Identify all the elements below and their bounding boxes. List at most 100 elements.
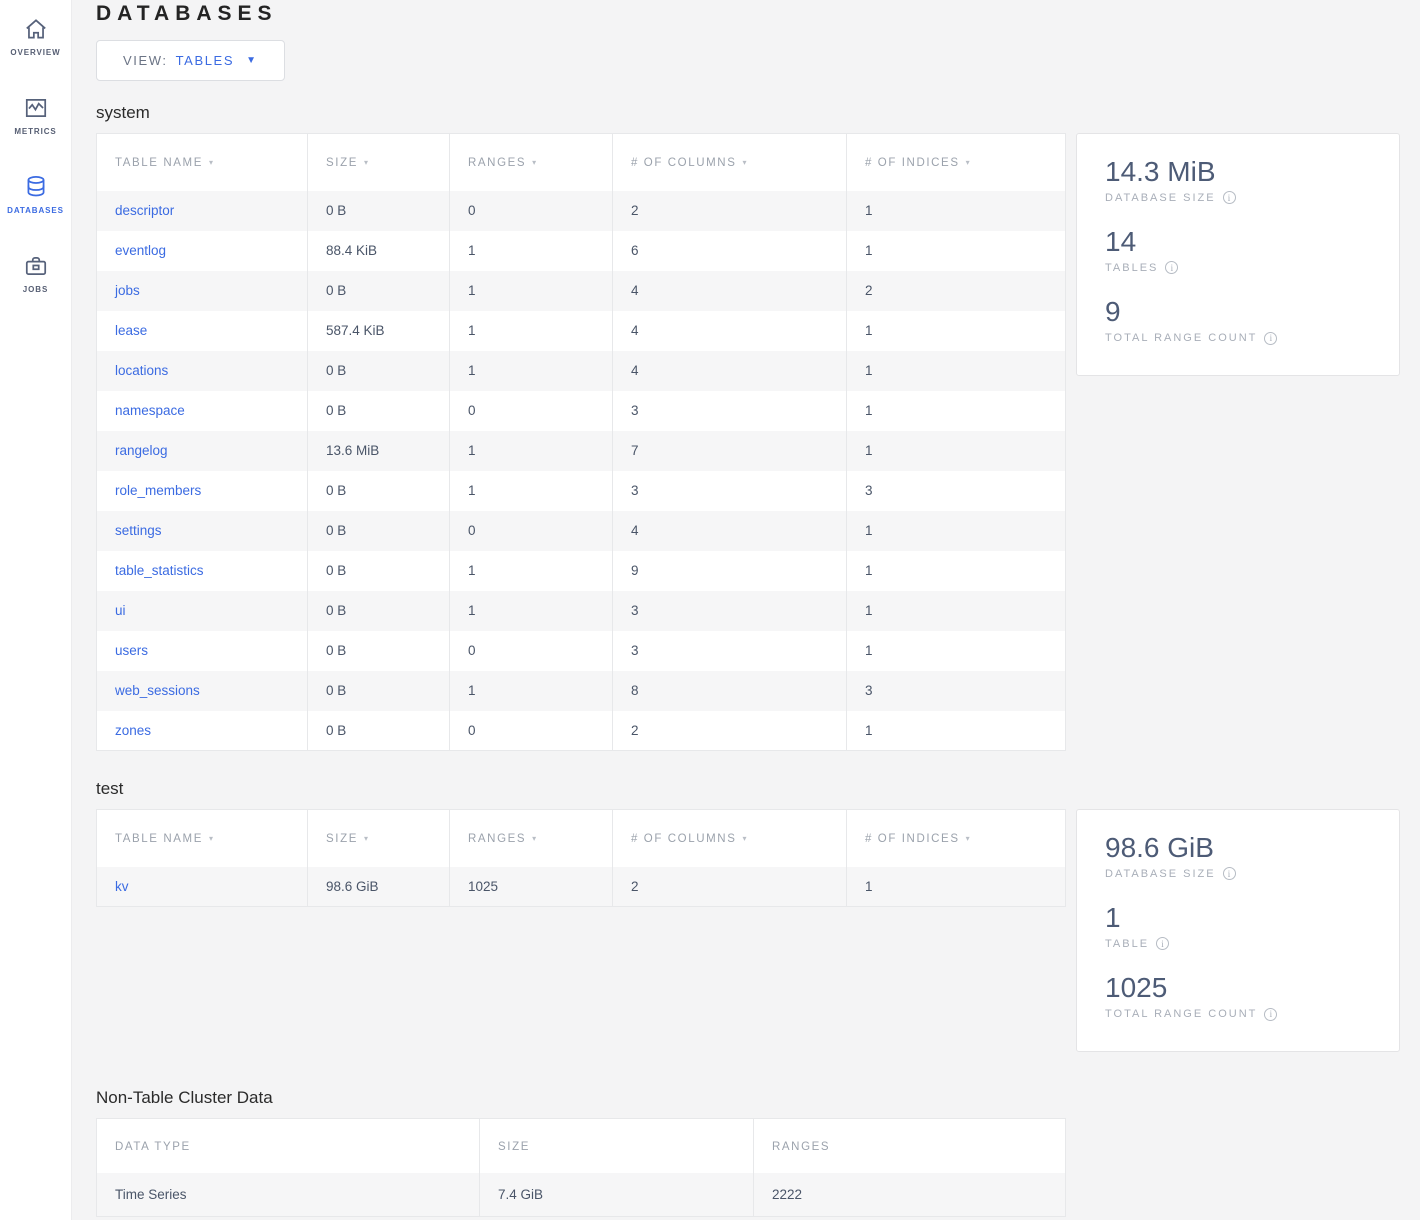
home-icon bbox=[23, 16, 49, 42]
table-row: zones 0 B 0 2 1 bbox=[96, 710, 1066, 751]
cell-value: 0 bbox=[468, 643, 476, 658]
sort-caret-icon: ▾ bbox=[363, 834, 368, 844]
cell-value: 4 bbox=[631, 363, 639, 378]
info-icon[interactable]: i bbox=[1156, 937, 1170, 951]
table-cell: 1 bbox=[846, 430, 1066, 471]
table-name-link[interactable]: jobs bbox=[115, 283, 140, 298]
page-title: DATABASES bbox=[96, 2, 278, 25]
cell-value: 6 bbox=[631, 243, 639, 258]
column-header-table-name[interactable]: TABLE NAME ▾ bbox=[97, 134, 308, 191]
table-cell: 1 bbox=[449, 550, 613, 591]
cell-value: 1 bbox=[865, 363, 873, 378]
cell-value: 1 bbox=[865, 603, 873, 618]
cell-value: 2 bbox=[631, 878, 639, 894]
database-heading-system: system bbox=[96, 103, 150, 122]
table-row: web_sessions 0 B 1 8 3 bbox=[96, 670, 1066, 711]
table-name-link[interactable]: kv bbox=[115, 878, 129, 894]
table-name-link[interactable]: eventlog bbox=[115, 243, 167, 258]
table-row: table_statistics 0 B 1 9 1 bbox=[96, 550, 1066, 591]
column-header-ranges[interactable]: RANGES ▾ bbox=[449, 133, 613, 191]
table-name-link[interactable]: settings bbox=[115, 523, 162, 538]
table-row: locations 0 B 1 4 1 bbox=[96, 350, 1066, 391]
table-name-link[interactable]: role_members bbox=[115, 483, 202, 498]
view-selector-value: TABLES bbox=[175, 53, 235, 68]
column-header-label: SIZE bbox=[326, 833, 358, 846]
cell-value: 1 bbox=[468, 683, 476, 698]
sidebar-item-overview[interactable]: OVERVIEW bbox=[0, 10, 72, 57]
column-header-of-columns[interactable]: # OF COLUMNS ▾ bbox=[612, 809, 847, 867]
cell-value: 1 bbox=[865, 443, 873, 458]
table-name-link[interactable]: table_statistics bbox=[115, 563, 204, 578]
database-summary-card-system: 14.3 MiB DATABASE SIZE i 14 TABLES i 9 T… bbox=[1076, 133, 1400, 376]
stat-value: 98.6 GiB bbox=[1105, 832, 1214, 863]
table-name-link[interactable]: users bbox=[115, 643, 149, 658]
table-cell: 2 bbox=[846, 270, 1066, 311]
main-content: DATABASES VIEW: TABLES ▼ system TABLE NA… bbox=[72, 0, 1420, 1220]
column-header-ranges[interactable]: RANGES ▾ bbox=[449, 809, 613, 867]
table-name-link[interactable]: descriptor bbox=[115, 203, 175, 218]
table-name-link[interactable]: zones bbox=[115, 722, 152, 738]
database-summary-card-test: 98.6 GiB DATABASE SIZE i 1 TABLE i 1025 … bbox=[1076, 809, 1400, 1052]
info-icon[interactable]: i bbox=[1264, 331, 1278, 345]
column-header-size: SIZE bbox=[479, 1118, 754, 1174]
column-header-size[interactable]: SIZE ▾ bbox=[307, 133, 450, 191]
table-row: settings 0 B 0 4 1 bbox=[96, 510, 1066, 551]
table-row: users 0 B 0 3 1 bbox=[96, 630, 1066, 671]
column-header-label: SIZE bbox=[498, 1140, 530, 1153]
chevron-down-icon: ▼ bbox=[246, 55, 258, 66]
info-icon[interactable]: i bbox=[1165, 261, 1179, 275]
view-selector-label: VIEW: bbox=[123, 53, 168, 68]
column-header-label: SIZE bbox=[326, 157, 358, 170]
column-header-of-columns[interactable]: # OF COLUMNS ▾ bbox=[612, 133, 847, 191]
info-icon[interactable]: i bbox=[1264, 1007, 1278, 1021]
table-cell: web_sessions bbox=[97, 671, 308, 711]
table-name-link[interactable]: ui bbox=[115, 603, 126, 618]
cell-value: 0 B bbox=[326, 683, 347, 698]
table-cell: 587.4 KiB bbox=[307, 310, 450, 351]
table-name-link[interactable]: web_sessions bbox=[115, 683, 200, 698]
cell-value: 0 B bbox=[326, 722, 347, 738]
table-cell: settings bbox=[97, 511, 308, 551]
table-name-link[interactable]: rangelog bbox=[115, 443, 168, 458]
cell-value: 2 bbox=[631, 722, 639, 738]
cell-value: 88.4 KiB bbox=[326, 243, 378, 258]
column-header-of-indices[interactable]: # OF INDICES ▾ bbox=[846, 133, 1066, 191]
sidebar-item-jobs[interactable]: JOBS bbox=[0, 247, 72, 294]
table-cell: 7 bbox=[612, 430, 847, 471]
info-icon[interactable]: i bbox=[1222, 191, 1236, 205]
table-cell: 0 bbox=[449, 710, 613, 751]
cell-value: 0 B bbox=[326, 523, 347, 538]
cell-value: 3 bbox=[865, 683, 873, 698]
view-selector-dropdown[interactable]: VIEW: TABLES ▼ bbox=[96, 40, 285, 81]
cell-value: 3 bbox=[865, 483, 873, 498]
cell-value: 1 bbox=[468, 363, 476, 378]
table-name-link[interactable]: lease bbox=[115, 323, 148, 338]
table-cell: 1 bbox=[846, 230, 1066, 271]
sidebar-item-label: METRICS bbox=[14, 127, 57, 136]
table-name-link[interactable]: locations bbox=[115, 363, 169, 378]
column-header-table-name[interactable]: TABLE NAME ▾ bbox=[97, 810, 308, 867]
table-cell: 2 bbox=[612, 190, 847, 231]
cell-value: 0 B bbox=[326, 283, 347, 298]
sidebar-item-databases[interactable]: DATABASES bbox=[0, 168, 72, 215]
column-header-of-indices[interactable]: # OF INDICES ▾ bbox=[846, 809, 1066, 867]
sidebar-item-metrics[interactable]: METRICS bbox=[0, 89, 72, 136]
database-heading-test: test bbox=[96, 779, 124, 798]
column-header-label: # OF COLUMNS bbox=[631, 157, 737, 170]
table-cell: 1 bbox=[449, 590, 613, 631]
table-cell: 0 B bbox=[307, 390, 450, 431]
table-cell: 0 bbox=[449, 510, 613, 551]
info-icon[interactable]: i bbox=[1222, 867, 1236, 881]
sidebar-item-label: DATABASES bbox=[7, 206, 64, 215]
column-header-size[interactable]: SIZE ▾ bbox=[307, 809, 450, 867]
cell-value: 1 bbox=[468, 443, 476, 458]
stat-value: 14 bbox=[1105, 226, 1137, 258]
stat-label: TOTAL RANGE COUNT bbox=[1105, 332, 1258, 345]
table-cell: kv bbox=[97, 867, 308, 907]
table-cell: 0 bbox=[449, 630, 613, 671]
cell-value: Time Series bbox=[115, 1186, 187, 1202]
stat-total-range-count: 9 TOTAL RANGE COUNT i bbox=[1105, 296, 1371, 345]
table-row: Time Series 7.4 GiB 2222 bbox=[96, 1173, 1066, 1217]
table-name-link[interactable]: namespace bbox=[115, 403, 185, 418]
table-cell: 1 bbox=[449, 350, 613, 391]
